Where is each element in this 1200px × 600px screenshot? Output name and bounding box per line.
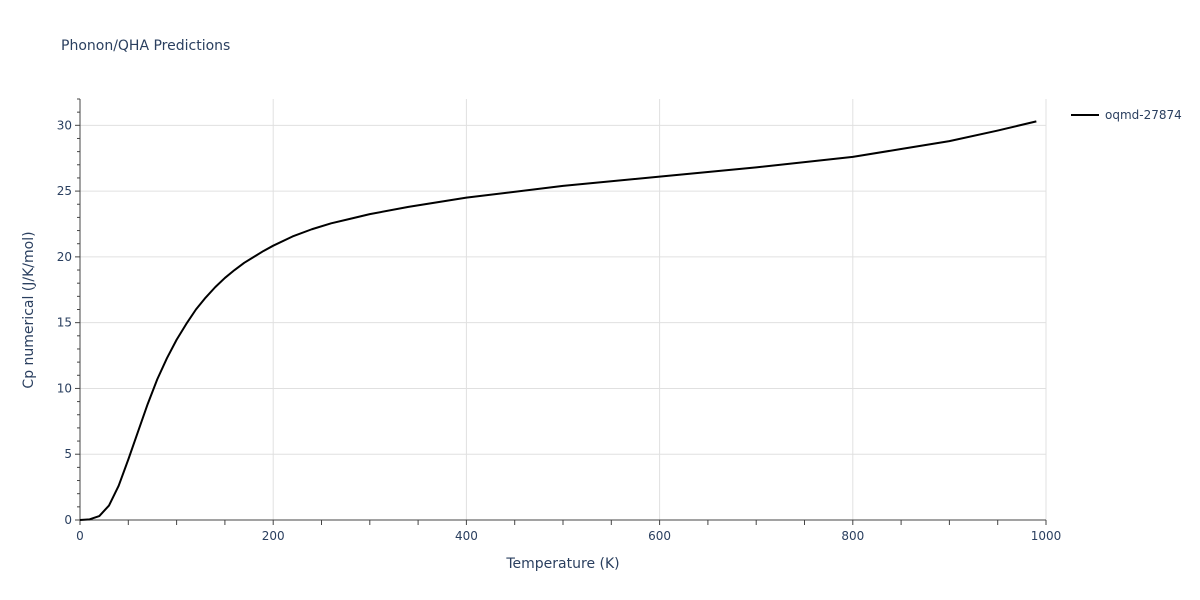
plot-layer <box>79 120 1037 521</box>
x-tick-label: 1000 <box>1031 529 1062 543</box>
x-tick-label: 400 <box>455 529 478 543</box>
x-axis-title: Temperature (K) <box>505 556 619 572</box>
legend-label: oqmd-27874 <box>1105 108 1182 122</box>
x-tick-label: 0 <box>76 529 84 543</box>
axes-layer: 0 200 400 600 800 1000 0 5 10 15 20 25 30 <box>57 98 1062 543</box>
legend[interactable]: oqmd-27874 <box>1071 108 1182 122</box>
y-tick-label: 5 <box>64 447 72 461</box>
x-tick-label: 600 <box>648 529 671 543</box>
chart-title: Phonon/QHA Predictions <box>61 38 230 54</box>
x-tick-label: 800 <box>841 529 864 543</box>
y-tick-label: 25 <box>57 184 72 198</box>
series-line-oqmd-27874 <box>79 120 1037 521</box>
y-tick-label: 20 <box>57 250 72 264</box>
x-tick-label: 200 <box>262 529 285 543</box>
y-tick-label: 10 <box>57 381 72 395</box>
y-tick-label: 30 <box>57 118 72 132</box>
y-tick-label: 0 <box>64 513 72 527</box>
grid-layer <box>80 99 1047 520</box>
y-axis-title: Cp numerical (J/K/mol) <box>21 231 37 388</box>
y-tick-label: 15 <box>57 316 72 330</box>
